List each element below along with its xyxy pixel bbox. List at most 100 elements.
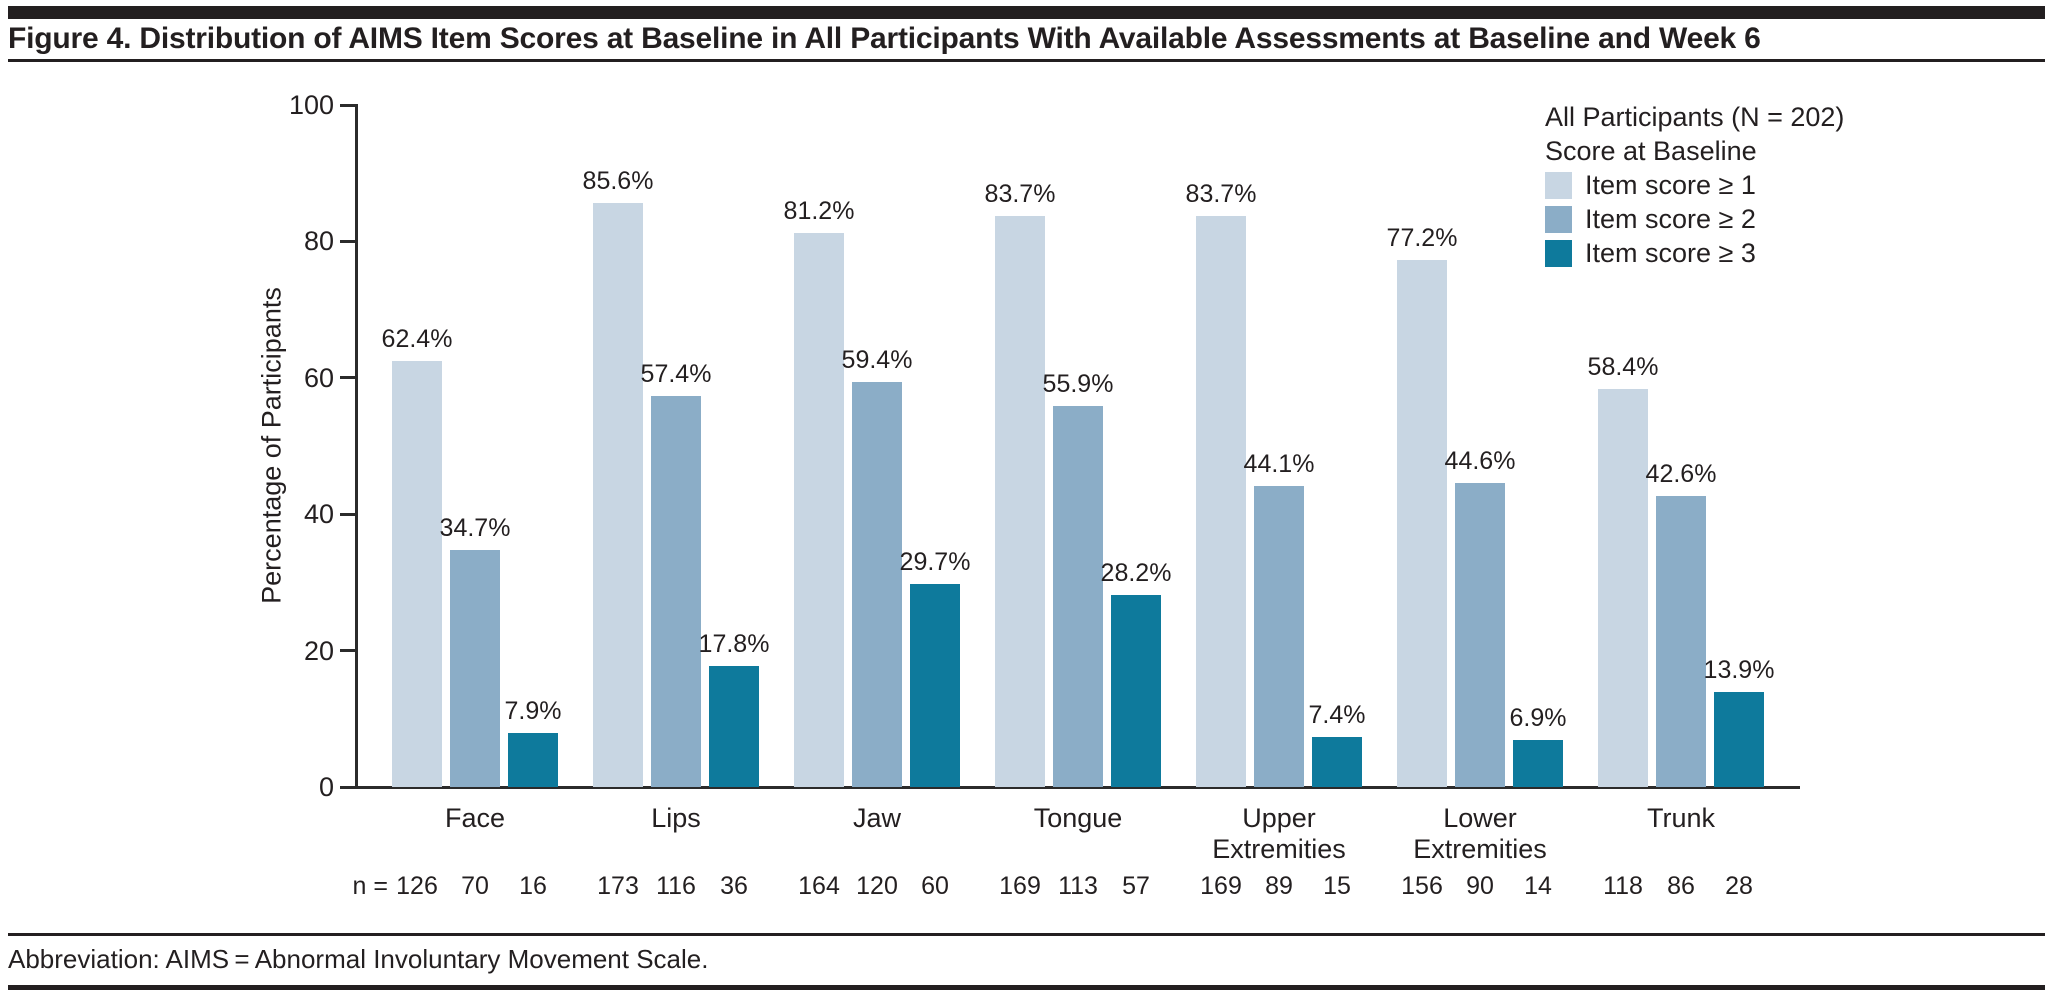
legend-item-label: Item score ≥ 1 [1585,169,1756,200]
bar [794,233,844,787]
y-tick-label: 60 [303,362,334,393]
bar [651,395,701,787]
x-category-label: Lower Extremities [1413,803,1547,864]
y-tick-label: 100 [288,90,334,120]
legend-item-score-ge-2: Item score ≥ 2 [1545,202,1844,236]
bar-value-label: 83.7% [984,180,1056,209]
bar [995,216,1045,787]
bar [1455,482,1505,787]
bar-value-label: 57.4% [640,359,712,388]
bar [852,381,902,787]
bar-value-label: 44.1% [1243,450,1315,479]
legend-swatch-score-ge-1-icon [1545,171,1572,199]
n-value: 156 [1401,872,1443,900]
x-category-label: Lips [651,803,701,833]
top-rule [8,6,2045,19]
bar-value-label: 44.6% [1444,446,1516,475]
n-value: 116 [656,872,696,900]
abbreviation-note: Abbreviation: AIMS = Abnormal Involuntar… [8,944,709,974]
bar-value-label: 29.7% [899,548,971,577]
bar [1656,496,1706,787]
n-value: 60 [921,872,949,900]
bar-value-label: 6.9% [1509,703,1567,732]
y-tick [340,103,355,107]
y-tick [340,512,355,516]
bar [1598,388,1648,787]
n-value: 118 [1603,872,1643,900]
y-tick-label: 40 [303,499,334,530]
legend-item-label: Item score ≥ 2 [1585,203,1756,234]
n-value: 164 [798,872,840,900]
legend-item-score-ge-1: Item score ≥ 1 [1545,168,1844,202]
n-value: 120 [856,872,898,900]
y-tick [340,239,355,243]
figure-title: Figure 4. Distribution of AIMS Item Scor… [8,22,1761,55]
y-tick-label: 0 [318,772,334,802]
title-rule [8,59,2045,62]
bar [709,665,759,787]
legend-title-line2: Score at Baseline [1545,136,1757,166]
n-row-prefix: n = [352,872,388,900]
bar-value-label: 13.9% [1703,656,1775,685]
legend: All Participants (N = 202) Score at Base… [1545,100,1844,270]
x-category-label: Trunk [1646,803,1715,833]
y-tick [340,785,355,789]
y-tick-label: 20 [303,635,334,666]
n-value: 90 [1466,872,1494,900]
x-category-label: Jaw [852,803,901,833]
bar [508,733,558,787]
bar [1397,260,1447,787]
legend-item-label: Item score ≥ 3 [1585,237,1756,268]
bar-value-label: 77.2% [1386,224,1458,253]
y-axis-title: Percentage of Participants [256,287,287,604]
n-value: 86 [1667,872,1695,900]
bar [392,361,442,787]
bar-value-label: 55.9% [1042,369,1114,398]
n-value: 16 [519,872,547,900]
bar [1254,486,1304,787]
legend-item-score-ge-3: Item score ≥ 3 [1545,236,1844,270]
bar [1312,736,1362,787]
n-value: 126 [396,872,438,900]
bar [1196,216,1246,787]
bar-value-label: 62.4% [381,325,453,354]
bar-value-label: 17.8% [698,629,770,658]
n-value: 36 [720,872,748,900]
legend-title-line1: All Participants (N = 202) [1545,102,1845,132]
y-tick-label: 80 [303,226,334,257]
n-value: 113 [1058,872,1098,900]
bar-value-label: 42.6% [1645,460,1717,489]
footer-rule-top [8,933,2045,936]
bar [1714,692,1764,787]
bar-value-label: 85.6% [582,167,654,196]
bar [1053,405,1103,787]
bar-value-label: 7.9% [504,697,562,726]
bar-value-label: 28.2% [1100,558,1172,587]
y-tick [340,376,355,380]
n-value: 15 [1323,872,1351,900]
bar [450,550,500,787]
y-axis-line [355,104,358,788]
n-value: 89 [1265,872,1293,900]
n-value: 173 [597,872,639,900]
x-category-label: Tongue [1033,803,1123,833]
bar-value-label: 34.7% [439,514,511,543]
bar-value-label: 59.4% [841,345,913,374]
x-category-label: Upper Extremities [1212,803,1346,864]
bar [910,584,960,787]
x-axis-line [355,786,1800,789]
n-value: 169 [999,872,1041,900]
bar [593,203,643,787]
legend-swatch-score-ge-2-icon [1545,205,1572,233]
bar-value-label: 83.7% [1185,180,1257,209]
bar [1513,739,1563,787]
bar [1111,594,1161,787]
y-tick [340,649,355,653]
footer-rule-bottom [8,985,2045,990]
n-value: 169 [1200,872,1242,900]
n-value: 57 [1122,872,1150,900]
n-value: 28 [1725,872,1753,900]
n-value: 14 [1524,872,1552,900]
